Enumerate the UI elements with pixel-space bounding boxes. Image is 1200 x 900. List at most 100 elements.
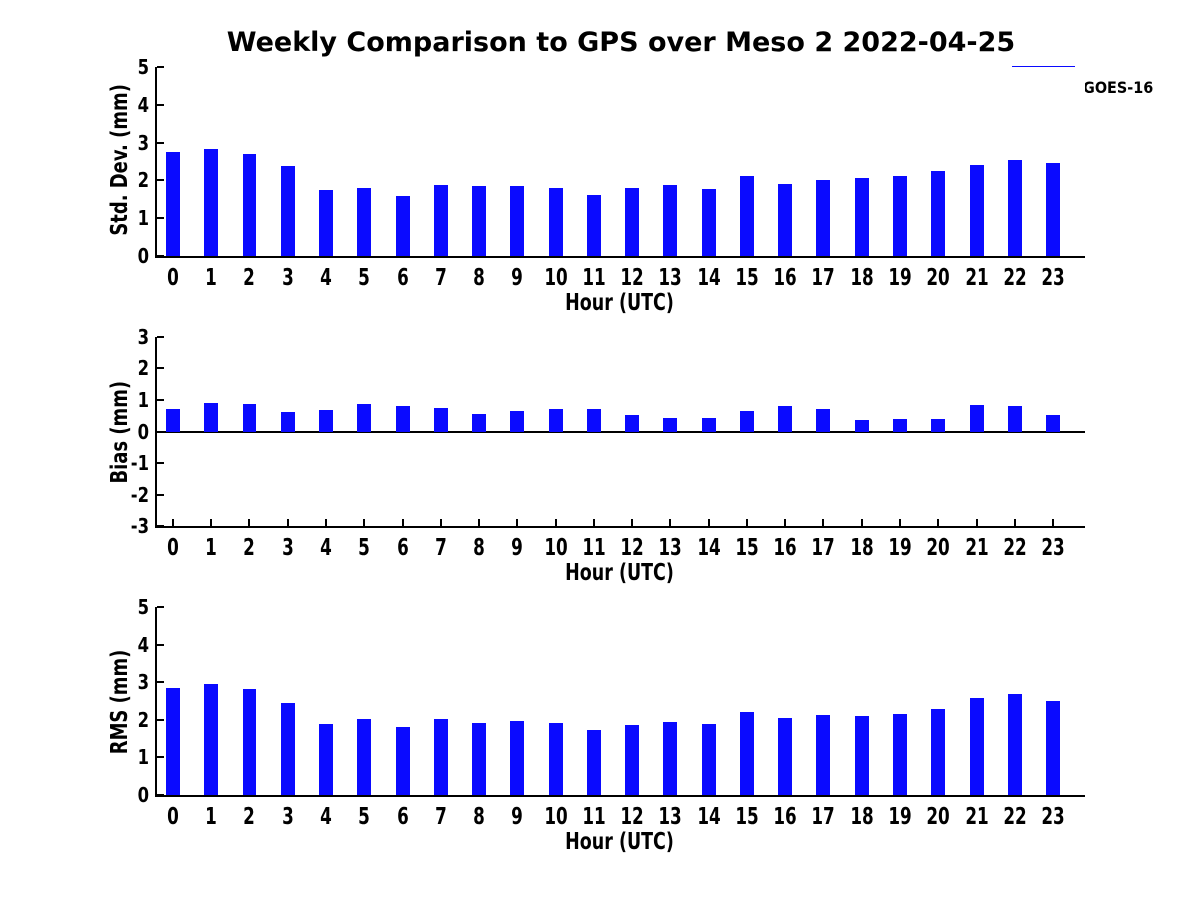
y-tick-label: 3 bbox=[137, 670, 149, 695]
x-tick-label: 3 bbox=[281, 265, 294, 291]
x-axis-label: Hour (UTC) bbox=[565, 560, 675, 586]
x-axis-label: Hour (UTC) bbox=[565, 290, 675, 316]
chart-title: Weekly Comparison to GPS over Meso 2 202… bbox=[226, 27, 1016, 58]
x-tick-label: 18 bbox=[850, 804, 874, 830]
bar bbox=[778, 717, 793, 795]
x-tick-label: 14 bbox=[696, 535, 721, 561]
bar bbox=[433, 408, 448, 432]
x-tick-label: 12 bbox=[620, 265, 644, 291]
bar bbox=[701, 417, 716, 432]
x-tick-label: 8 bbox=[473, 804, 485, 830]
y-tick-label: 4 bbox=[137, 92, 149, 117]
x-tick-label: 11 bbox=[582, 265, 606, 291]
x-tick-label: 9 bbox=[511, 265, 524, 291]
bar bbox=[204, 149, 219, 256]
x-tick bbox=[1013, 519, 1016, 526]
x-tick-label: 3 bbox=[281, 804, 294, 830]
y-tick bbox=[157, 681, 164, 684]
x-tick bbox=[975, 519, 978, 526]
bar bbox=[663, 721, 678, 795]
y-tick bbox=[157, 103, 164, 106]
x-tick bbox=[592, 519, 595, 526]
x-tick-label: 18 bbox=[850, 265, 874, 291]
y-tick bbox=[157, 217, 164, 220]
bar bbox=[969, 164, 984, 256]
y-tick-label: 1 bbox=[137, 387, 149, 412]
bar bbox=[778, 405, 793, 432]
bar bbox=[854, 715, 869, 795]
x-tick-label: 19 bbox=[888, 804, 912, 830]
y-tick bbox=[157, 756, 164, 759]
x-tick-label: 15 bbox=[735, 804, 759, 830]
x-tick-label: 16 bbox=[773, 804, 797, 830]
bar bbox=[663, 417, 678, 432]
y-tick bbox=[157, 461, 164, 464]
x-tick bbox=[516, 519, 519, 526]
x-tick-label: 10 bbox=[543, 265, 568, 291]
x-tick-label: 23 bbox=[1041, 804, 1065, 830]
x-tick-label: 22 bbox=[1003, 535, 1027, 561]
x-tick-label: 8 bbox=[473, 265, 485, 291]
x-tick-label: 15 bbox=[735, 535, 759, 561]
bar bbox=[1007, 406, 1022, 432]
bar bbox=[625, 724, 640, 795]
x-tick-label: 5 bbox=[358, 804, 371, 830]
x-tick-label: 11 bbox=[582, 804, 606, 830]
x-tick-label: 17 bbox=[811, 535, 836, 561]
x-tick bbox=[439, 519, 442, 526]
x-tick-label: 2 bbox=[243, 804, 256, 830]
y-tick bbox=[157, 398, 164, 401]
bar bbox=[165, 687, 180, 795]
x-tick-label: 18 bbox=[850, 535, 874, 561]
y-tick-label: 1 bbox=[137, 745, 149, 770]
bar bbox=[854, 177, 869, 256]
bar bbox=[395, 406, 410, 432]
y-tick bbox=[157, 493, 164, 496]
bar bbox=[280, 702, 295, 795]
bar bbox=[1046, 414, 1061, 432]
x-tick-label: 11 bbox=[582, 535, 606, 561]
bar bbox=[204, 683, 219, 795]
x-tick-label: 23 bbox=[1041, 265, 1065, 291]
x-tick-label: 1 bbox=[205, 804, 218, 830]
bar bbox=[548, 187, 563, 256]
bar bbox=[165, 152, 180, 256]
x-tick-label: 20 bbox=[926, 535, 950, 561]
x-tick-label: 6 bbox=[396, 535, 409, 561]
bar bbox=[510, 721, 525, 795]
x-tick-label: 4 bbox=[320, 535, 332, 561]
bar bbox=[472, 413, 487, 432]
x-tick-label: 15 bbox=[735, 265, 759, 291]
x-tick-label: 7 bbox=[434, 265, 447, 291]
x-tick-label: 0 bbox=[167, 804, 179, 830]
y-tick bbox=[157, 525, 164, 527]
zero-line bbox=[157, 430, 1085, 433]
x-tick-label: 12 bbox=[620, 804, 644, 830]
bar bbox=[395, 727, 410, 795]
x-tick-label: 4 bbox=[320, 265, 332, 291]
x-tick bbox=[745, 519, 748, 526]
x-tick-label: 7 bbox=[434, 804, 447, 830]
y-tick-label: -3 bbox=[130, 514, 149, 538]
plot-area: 5 4 3 2 1 0 0 1 2 3 4 5 6 7 8 9 10 11 12 13 14 15 16 17 18 19 20 21… bbox=[138, 56, 1085, 291]
x-tick bbox=[401, 519, 404, 526]
y-tick-label: 0 bbox=[137, 419, 149, 444]
bar bbox=[893, 418, 907, 432]
x-tick-label: 4 bbox=[320, 804, 332, 830]
x-tick-label: 22 bbox=[1003, 265, 1027, 291]
x-tick-label: 17 bbox=[811, 265, 836, 291]
x-tick bbox=[822, 519, 825, 526]
bar bbox=[816, 409, 831, 432]
y-tick bbox=[157, 336, 164, 338]
x-tick-label: 20 bbox=[926, 265, 950, 291]
y-tick-label: 0 bbox=[137, 244, 149, 268]
bar bbox=[1007, 694, 1022, 795]
bar bbox=[510, 186, 525, 256]
x-tick bbox=[171, 519, 174, 526]
x-tick bbox=[937, 519, 940, 526]
x-tick-label: 16 bbox=[773, 535, 797, 561]
plot-area: 5 4 3 2 1 0 0 1 2 3 4 5 6 7 8 9 10 11 12 13 14 15 16 17 18 19 20 21… bbox=[138, 596, 1085, 830]
bar bbox=[931, 170, 946, 256]
bar bbox=[625, 188, 640, 256]
x-tick bbox=[1052, 519, 1055, 526]
